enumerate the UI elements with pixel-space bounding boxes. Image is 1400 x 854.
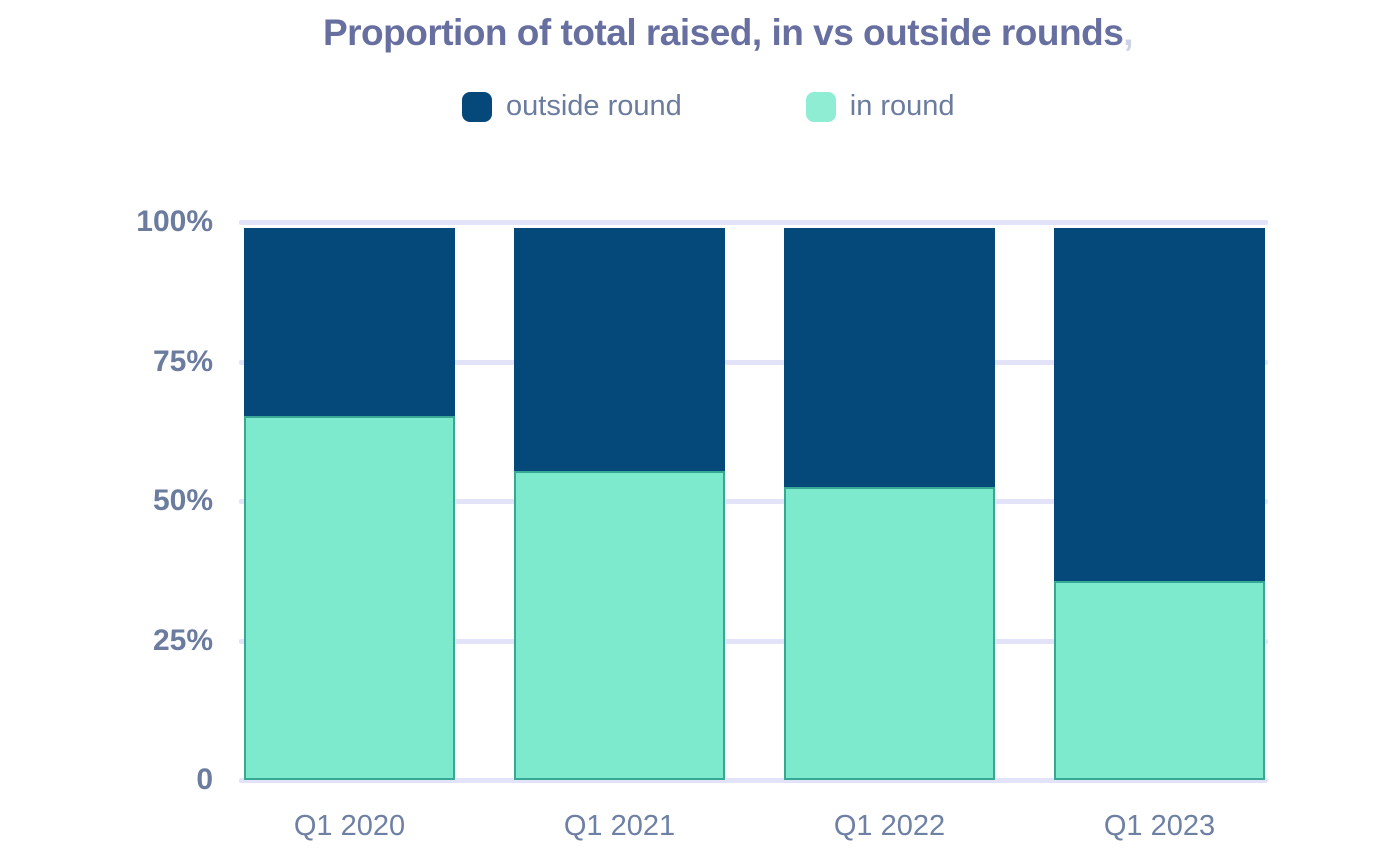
gridline-50 [239, 499, 1268, 504]
legend-label-in-round: in round [849, 90, 955, 122]
legend-swatch-in-round [805, 91, 836, 122]
y-axis-label-50: 50% [152, 484, 213, 517]
bar-q1-2020 [244, 228, 455, 780]
x-axis-label-q1-2021: Q1 2021 [563, 810, 676, 842]
gridline-75 [239, 359, 1268, 365]
chart-title-suffix: , [1123, 12, 1134, 53]
y-axis-label-25: 25% [152, 623, 213, 657]
segment-outside-round [1054, 228, 1265, 581]
x-axis-label-q1-2022: Q1 2022 [833, 810, 946, 842]
segment-outside-round [514, 228, 725, 471]
segment-in-round [514, 471, 725, 780]
x-axis-label-q1-2023: Q1 2023 [1103, 810, 1216, 842]
bar-q1-2023 [1054, 228, 1265, 780]
legend-item-outside-round: outside round [462, 90, 682, 123]
chart-title-text: Proportion of total raised, in vs outsid… [322, 12, 1124, 53]
gridline-25 [239, 638, 1268, 644]
y-axis-label-100: 100% [136, 205, 213, 238]
legend: outside round in round [462, 90, 955, 123]
legend-label-outside-round: outside round [506, 90, 682, 122]
segment-outside-round [244, 228, 455, 416]
segment-in-round [1054, 581, 1265, 780]
legend-item-in-round: in round [805, 90, 955, 123]
segment-in-round [244, 416, 455, 780]
bar-q1-2022 [784, 228, 995, 780]
bar-q1-2021 [514, 228, 725, 780]
gridline-0 [239, 778, 1268, 783]
x-axis-label-q1-2020: Q1 2020 [293, 810, 406, 842]
gridline-100 [239, 220, 1268, 225]
y-axis-label-0: 0 [196, 763, 213, 796]
segment-outside-round [784, 228, 995, 487]
segment-in-round [784, 487, 995, 780]
chart-title: Proportion of total raised, in vs outsid… [0, 12, 1400, 54]
y-axis-label-75: 75% [152, 344, 213, 378]
plot-area [239, 220, 1268, 783]
legend-swatch-outside-round [462, 91, 492, 122]
